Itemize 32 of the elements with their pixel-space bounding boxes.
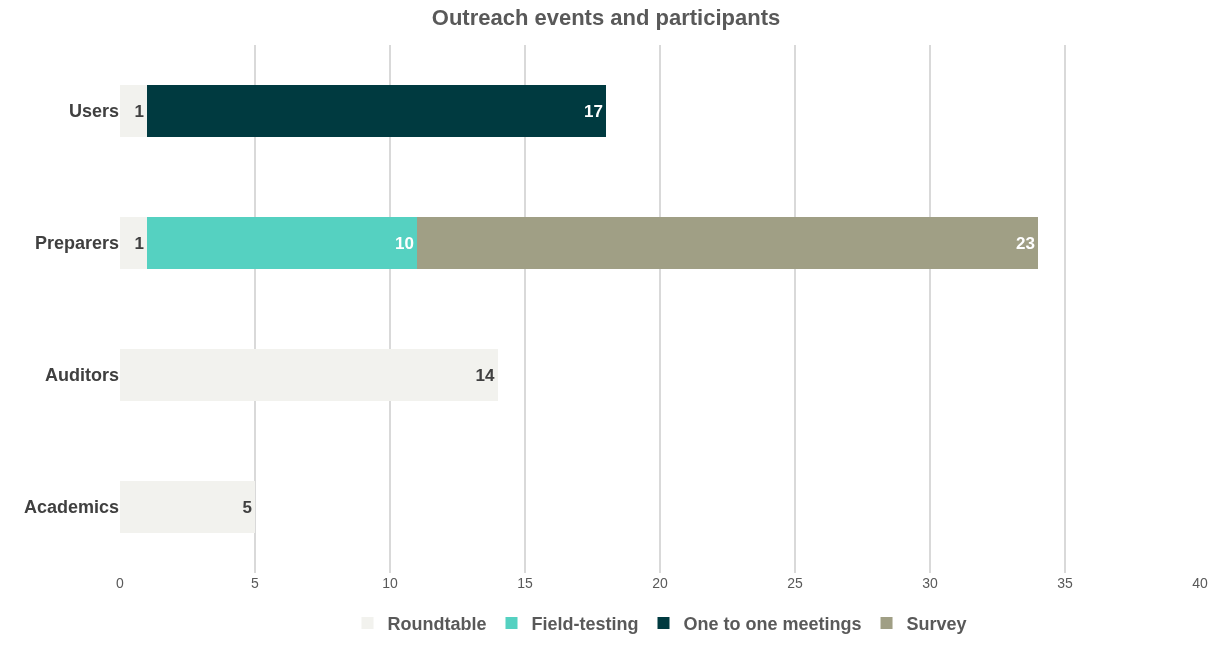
x-tick-label: 5 [251, 575, 260, 591]
x-tick-label: 15 [517, 575, 533, 591]
bar [120, 84, 147, 138]
y-tick-label: Auditors [45, 365, 119, 386]
data-label: 14 [475, 365, 495, 385]
data-label: 5 [242, 497, 252, 517]
legend-label: Roundtable [387, 613, 487, 634]
chart-title: Outreach events and participants [431, 5, 781, 31]
bar [120, 480, 255, 534]
bar [147, 84, 606, 138]
bar [417, 216, 1038, 270]
y-tick-label: Academics [23, 497, 119, 518]
y-tick-label: Users [68, 101, 119, 122]
data-label: 17 [584, 101, 603, 121]
legend-label: Field-testing [531, 613, 639, 634]
data-label: 23 [1016, 233, 1035, 253]
bar [120, 216, 147, 270]
x-tick-label: 35 [1057, 575, 1073, 591]
y-tick-label: Preparers [34, 233, 119, 254]
x-tick-label: 40 [1192, 575, 1208, 591]
bar [147, 216, 417, 270]
legend-label: Survey [906, 613, 967, 634]
bar [120, 348, 498, 402]
legend-label: One to one meetings [683, 613, 862, 634]
data-label: 1 [134, 233, 144, 253]
x-tick-label: 30 [922, 575, 938, 591]
x-tick-label: 25 [787, 575, 803, 591]
data-label: 10 [395, 233, 414, 253]
data-label: 1 [134, 101, 144, 121]
x-tick-label: 10 [382, 575, 398, 591]
x-tick-label: 0 [116, 575, 125, 591]
x-tick-label: 20 [652, 575, 668, 591]
